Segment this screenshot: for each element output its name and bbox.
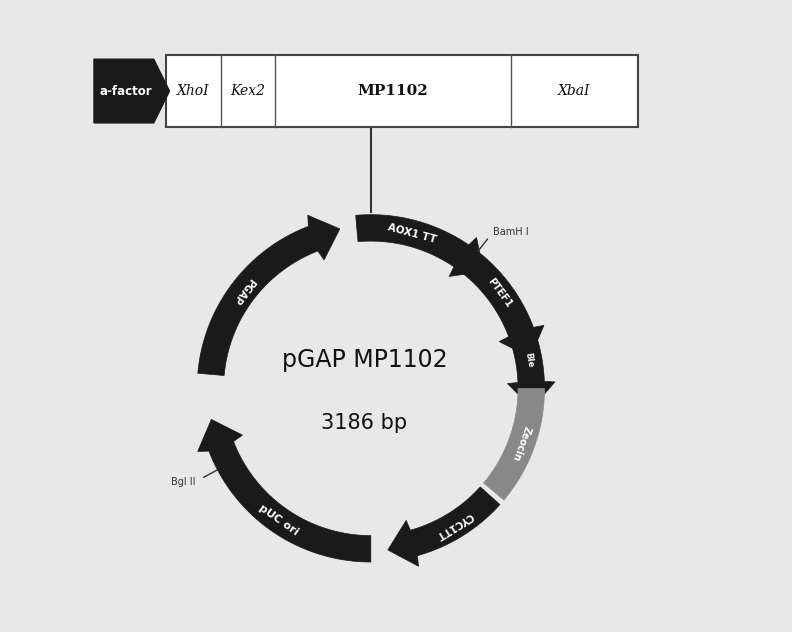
Polygon shape <box>388 487 500 566</box>
Text: Kex2: Kex2 <box>230 84 265 98</box>
Text: Zeocin: Zeocin <box>511 424 532 462</box>
Polygon shape <box>356 215 484 276</box>
Text: Ble: Ble <box>523 352 535 368</box>
Text: XhoI: XhoI <box>177 84 210 98</box>
Text: pGAP MP1102: pGAP MP1102 <box>282 348 447 372</box>
Bar <box>166 55 638 127</box>
Polygon shape <box>198 420 371 562</box>
Text: PGAP: PGAP <box>230 276 257 305</box>
Text: MP1102: MP1102 <box>357 84 428 98</box>
Text: BamH I: BamH I <box>493 227 529 236</box>
Polygon shape <box>94 59 169 123</box>
Text: PTEF1: PTEF1 <box>485 276 514 310</box>
Text: AOX1 TT: AOX1 TT <box>387 222 438 245</box>
Polygon shape <box>198 216 340 375</box>
Text: pUC ori: pUC ori <box>257 502 300 537</box>
Text: XbaI: XbaI <box>558 84 591 98</box>
Text: 3186 bp: 3186 bp <box>322 413 408 433</box>
Polygon shape <box>484 388 544 500</box>
Text: CYC1TT: CYC1TT <box>434 510 475 540</box>
Text: a-factor: a-factor <box>99 85 152 97</box>
Polygon shape <box>508 335 555 408</box>
Text: Bgl II: Bgl II <box>171 477 196 487</box>
Polygon shape <box>459 250 544 357</box>
